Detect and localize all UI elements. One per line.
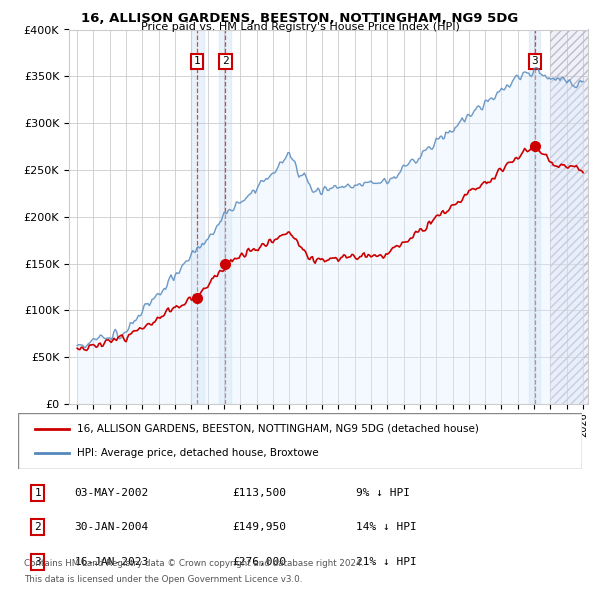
Bar (550, 30, 588, 404)
Text: 30-JAN-2004: 30-JAN-2004 (74, 522, 149, 532)
Text: Price paid vs. HM Land Registry's House Price Index (HPI): Price paid vs. HM Land Registry's House … (140, 22, 460, 32)
Text: 2: 2 (222, 57, 229, 66)
Text: 9% ↓ HPI: 9% ↓ HPI (356, 488, 410, 498)
Text: 16, ALLISON GARDENS, BEESTON, NOTTINGHAM, NG9 5DG (detached house): 16, ALLISON GARDENS, BEESTON, NOTTINGHAM… (77, 424, 479, 434)
Text: £113,500: £113,500 (232, 488, 286, 498)
Text: 1: 1 (34, 488, 41, 498)
Text: 16, ALLISON GARDENS, BEESTON, NOTTINGHAM, NG9 5DG: 16, ALLISON GARDENS, BEESTON, NOTTINGHAM… (82, 12, 518, 25)
Bar (219, 30, 232, 404)
FancyBboxPatch shape (18, 413, 582, 469)
Bar (529, 30, 540, 404)
Text: 3: 3 (532, 57, 538, 66)
Text: £276,000: £276,000 (232, 557, 286, 567)
Text: £149,950: £149,950 (232, 522, 286, 532)
Bar (191, 30, 203, 404)
Text: 16-JAN-2023: 16-JAN-2023 (74, 557, 149, 567)
Bar (550, 30, 588, 404)
Text: HPI: Average price, detached house, Broxtowe: HPI: Average price, detached house, Brox… (77, 448, 319, 458)
Text: 14% ↓ HPI: 14% ↓ HPI (356, 522, 417, 532)
Text: 03-MAY-2002: 03-MAY-2002 (74, 488, 149, 498)
Text: Contains HM Land Registry data © Crown copyright and database right 2024.: Contains HM Land Registry data © Crown c… (24, 559, 364, 568)
Text: This data is licensed under the Open Government Licence v3.0.: This data is licensed under the Open Gov… (24, 575, 302, 584)
Text: 2: 2 (34, 522, 41, 532)
Text: 3: 3 (34, 557, 41, 567)
Text: 21% ↓ HPI: 21% ↓ HPI (356, 557, 417, 567)
Text: 1: 1 (194, 57, 200, 66)
